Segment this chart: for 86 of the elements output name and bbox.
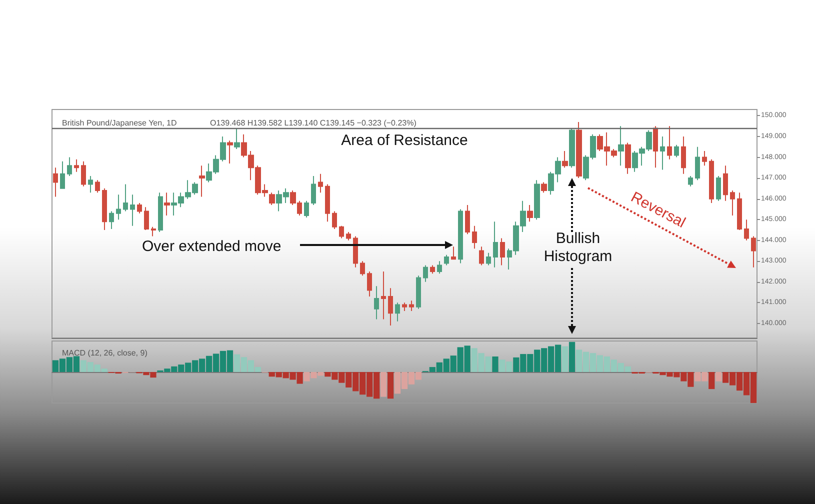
ref-line-label: Area of Resistance <box>341 132 468 150</box>
candlestick <box>102 188 107 230</box>
candlestick <box>269 192 275 206</box>
candlestick <box>534 180 540 220</box>
text: MACD (12, 26, close, 9) <box>62 348 148 358</box>
candlestick <box>199 165 205 198</box>
candlestick <box>576 121 582 179</box>
candlestick <box>737 192 742 230</box>
candlestick <box>709 158 714 204</box>
candlestick <box>346 232 351 241</box>
candlestick <box>653 126 658 168</box>
candlestick <box>660 136 665 170</box>
candlestick <box>493 221 498 268</box>
candlestick <box>527 204 533 222</box>
candlestick <box>625 142 631 174</box>
candlestick <box>437 260 442 274</box>
candlestick <box>562 150 568 168</box>
candlestick <box>472 225 477 250</box>
bar <box>380 372 387 397</box>
bar <box>708 372 715 390</box>
candlestick <box>67 156 72 176</box>
candlestick <box>667 126 672 160</box>
candlestick <box>332 210 337 230</box>
candlestick <box>458 208 463 264</box>
candlestick <box>723 165 728 202</box>
candlestick <box>674 144 679 158</box>
candlestick <box>53 167 58 198</box>
candlestick <box>695 146 700 181</box>
candlestick <box>388 288 393 326</box>
bar <box>562 346 568 372</box>
candlestick <box>360 260 365 276</box>
candlestick <box>234 128 240 150</box>
candlestick <box>465 204 470 235</box>
bar <box>492 356 498 372</box>
candlestick <box>123 184 128 212</box>
bar <box>568 342 576 372</box>
candlestick <box>702 150 707 166</box>
candlestick <box>416 275 421 310</box>
candlestick <box>618 126 624 166</box>
candlestick <box>681 136 686 174</box>
candlestick <box>74 158 79 172</box>
text: British Pound/Japanese Yen, 1D <box>62 118 177 128</box>
bar <box>716 372 722 382</box>
candlestick <box>730 190 735 216</box>
candlestick <box>367 271 372 297</box>
candlestick <box>688 175 693 187</box>
candlestick <box>227 140 233 164</box>
candlestick <box>395 302 400 322</box>
candlestick <box>130 194 135 226</box>
annotation: Over extended move <box>142 238 282 255</box>
candlestick <box>374 286 379 320</box>
candlestick <box>423 264 428 282</box>
candlestick <box>144 206 149 230</box>
candlestick <box>751 236 756 268</box>
text: O139.468 H139.582 L139.140 C139.145 −0.323 (−0.23%) <box>210 118 417 128</box>
candlestick <box>409 300 414 312</box>
candlestick <box>500 238 505 266</box>
candlestick <box>402 302 407 312</box>
candlestick <box>339 225 344 239</box>
candlestick <box>81 160 86 187</box>
candlestick <box>486 252 491 266</box>
annotation: Bullish Histogram <box>544 230 612 265</box>
candlestick <box>95 180 100 194</box>
candlestick <box>716 175 721 202</box>
candlestick <box>451 246 456 260</box>
candlestick <box>479 246 484 266</box>
candlestick <box>353 236 358 268</box>
candlestick <box>109 210 114 230</box>
candlestick <box>381 271 386 320</box>
candlestick <box>444 254 449 266</box>
bar <box>387 372 394 399</box>
candlestick <box>318 173 323 194</box>
candlestick <box>430 264 435 274</box>
candlestick <box>744 219 749 241</box>
candlestick <box>325 184 330 222</box>
candlestick <box>311 175 316 206</box>
candlestick <box>541 182 547 194</box>
candlestick <box>60 160 65 189</box>
candlestick <box>304 200 309 218</box>
candlestick <box>158 192 163 233</box>
candlestick <box>116 194 121 220</box>
candlestick <box>137 202 142 214</box>
candlestick <box>164 192 170 216</box>
candlestick <box>151 226 156 237</box>
candlestick <box>88 175 93 194</box>
candlestick <box>569 128 575 168</box>
